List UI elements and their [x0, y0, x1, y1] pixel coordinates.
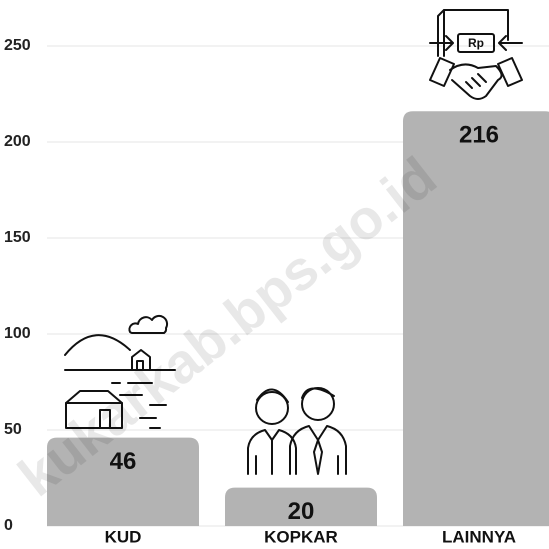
x-tick-label: KOPKAR: [264, 527, 338, 546]
grid: 0 50 100 150 200 250: [4, 37, 549, 534]
bar: [225, 487, 377, 526]
village-icon: [64, 314, 176, 429]
x-tick-label: LAINNYA: [442, 527, 516, 546]
value-label: 20: [288, 498, 315, 525]
watermark: kukarkab.bps.go.id: [7, 144, 448, 508]
y-tick-label: 200: [4, 133, 31, 150]
bar: [403, 111, 549, 526]
workers-icon: [247, 387, 347, 475]
bars: KUD 46 KOPKAR 20 LAINNYA 216: [47, 111, 549, 546]
y-tick-label: 250: [4, 37, 31, 54]
bar: [47, 437, 199, 526]
currency-symbol: Rp: [468, 36, 484, 50]
y-tick-label: 150: [4, 229, 31, 246]
value-label: 216: [459, 122, 499, 149]
y-tick-label: 50: [4, 421, 22, 438]
deal-icon: Rp: [429, 9, 523, 100]
y-tick-label: 100: [4, 325, 31, 342]
value-label: 46: [110, 448, 137, 475]
y-tick-label: 0: [4, 517, 13, 534]
x-tick-label: KUD: [105, 527, 142, 546]
